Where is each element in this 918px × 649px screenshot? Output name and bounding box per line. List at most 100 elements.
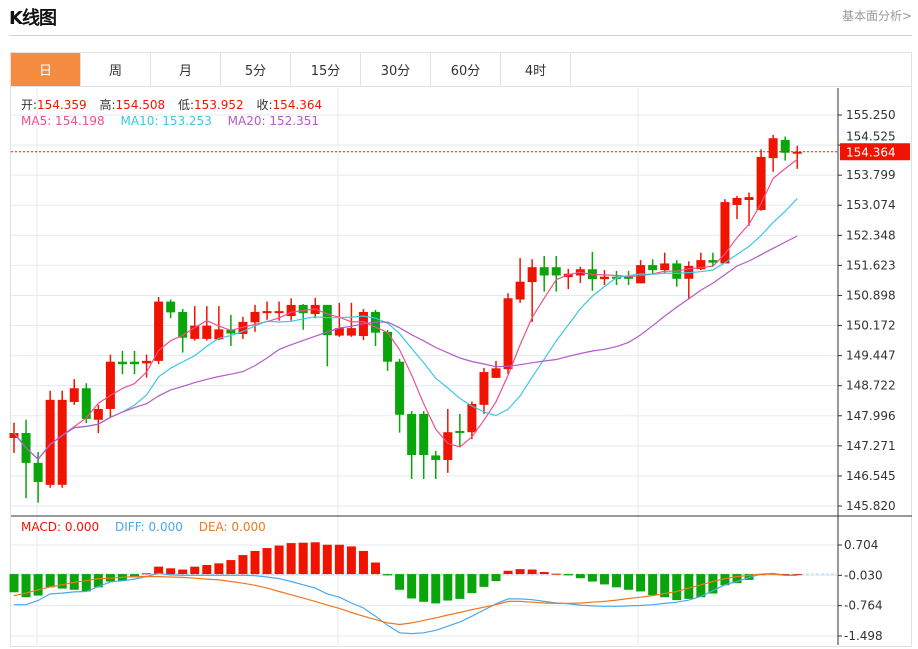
last-price-badge (840, 143, 910, 161)
candle (250, 304, 260, 332)
tab-month[interactable]: 月 (151, 53, 221, 86)
candle (479, 367, 489, 414)
macd-histogram-bar (515, 569, 525, 575)
candle-body (768, 138, 778, 159)
candle (395, 358, 405, 433)
candle-body (226, 329, 236, 334)
ma20-line (13, 235, 798, 461)
candle (33, 452, 43, 503)
macd-histogram-bar (732, 574, 742, 584)
tab-60min[interactable]: 60分 (431, 53, 501, 86)
candle (262, 301, 272, 320)
macd-histogram-bar (503, 570, 513, 575)
macd-histogram-bar (154, 566, 164, 575)
candle-body (154, 301, 164, 361)
macd-histogram-bar (190, 566, 200, 575)
macd-histogram-bar (371, 562, 380, 575)
macd-histogram-bar (527, 569, 537, 575)
candle-body (792, 151, 802, 154)
candle (93, 404, 103, 434)
fundamental-analysis-link[interactable]: 基本面分析> (841, 9, 912, 23)
ma5-line (13, 158, 798, 461)
candle (57, 390, 67, 488)
tab-15min[interactable]: 15分 (291, 53, 361, 86)
candle-body (33, 462, 43, 482)
macd-legend-value: MACD: 0.000 (21, 520, 100, 534)
candle (334, 302, 344, 337)
candle-body (744, 197, 754, 200)
macd-histogram-bar (551, 573, 561, 575)
macd-histogram-bar (93, 574, 103, 588)
low-label: 低: (178, 98, 195, 112)
candle (322, 304, 332, 367)
candle (383, 330, 393, 371)
candle-body (443, 432, 453, 460)
dea-line (13, 573, 798, 626)
period-tabs: 日 周 月 5分 15分 30分 60分 4时 (10, 52, 912, 87)
candle-body (720, 202, 730, 264)
price-tick-label: 153.799 (846, 168, 896, 182)
macd-histogram-bar (467, 574, 477, 594)
macd-histogram-bar (214, 563, 224, 575)
candle (684, 261, 694, 300)
dea-legend-value: DEA: 0.000 (198, 520, 266, 534)
tab-4hour[interactable]: 4时 (501, 53, 571, 86)
candle (732, 195, 742, 220)
candle-body (117, 361, 127, 365)
candle (310, 297, 320, 319)
tab-week[interactable]: 周 (81, 53, 151, 86)
price-tick-label: 145.820 (846, 499, 896, 513)
macd-tick-label: -0.764 (844, 599, 883, 613)
candle-body (527, 267, 537, 283)
macd-histogram-bar (672, 574, 682, 601)
candle-body (190, 325, 200, 339)
candle (539, 255, 549, 292)
candle-body (551, 267, 561, 276)
candle-body (708, 260, 718, 263)
ma5-legend: MA5: 154.198 (21, 114, 105, 128)
macd-histogram-bar (455, 574, 465, 599)
price-tick-label: 149.447 (846, 349, 896, 363)
candle (214, 306, 224, 341)
macd-histogram-bar (648, 574, 658, 596)
candle (527, 259, 537, 322)
page-title: K线图 (9, 8, 57, 29)
price-tick-label: 152.348 (846, 228, 896, 242)
candle-body (479, 372, 489, 405)
candle-body (648, 265, 658, 271)
candle-body (45, 399, 55, 485)
candle-body (599, 276, 609, 280)
candle-body (732, 197, 742, 205)
macd-histogram-bar (166, 568, 176, 575)
candle-body (166, 301, 176, 313)
macd-histogram-bar (226, 560, 236, 575)
macd-tick-label: -1.498 (844, 629, 883, 643)
price-tick-label: 153.074 (846, 198, 896, 212)
candle (792, 145, 802, 169)
candle-body (130, 361, 139, 365)
candle (105, 354, 115, 418)
candle-body (334, 328, 344, 336)
candle-body (298, 304, 308, 314)
chart-container[interactable] (10, 87, 912, 647)
price-tick-label: 150.898 (846, 288, 896, 302)
macd-histogram-bar (587, 574, 597, 582)
tab-day[interactable]: 日 (11, 53, 81, 86)
ohlc-legend: 开:154.359 高:154.508 低:153.952 收:154.364 (21, 96, 322, 113)
candle (587, 251, 597, 291)
candle (636, 260, 646, 284)
candle-body (214, 329, 224, 340)
candle-body (238, 321, 248, 334)
candle (190, 306, 200, 341)
tab-5min[interactable]: 5分 (221, 53, 291, 86)
candle (45, 390, 55, 488)
macd-histogram-bar (310, 542, 320, 575)
candle-body (105, 361, 115, 409)
candle (515, 258, 525, 303)
macd-histogram-bar (419, 574, 429, 602)
tab-30min[interactable]: 30分 (361, 53, 431, 86)
candle-body (455, 430, 465, 433)
candle (660, 252, 670, 273)
candle-body (419, 413, 429, 455)
